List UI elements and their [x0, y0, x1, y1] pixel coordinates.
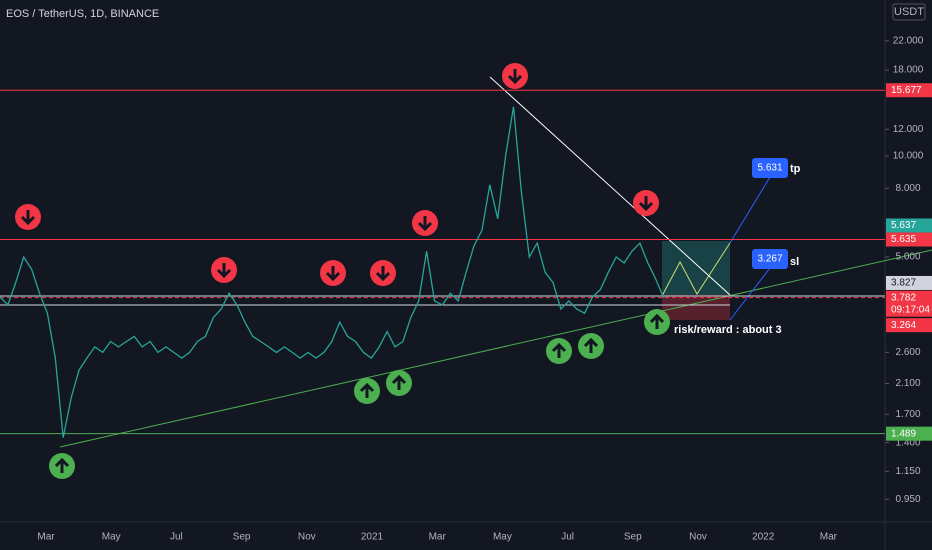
tp-box [752, 158, 788, 178]
y-tick-label: 2.100 [895, 378, 920, 389]
tp-price: 5.631 [757, 163, 782, 174]
price-tag-label: 1.489 [891, 428, 916, 439]
buy-arrow [551, 342, 567, 358]
buy-arrow [649, 313, 665, 329]
tp-label: tp [790, 163, 801, 175]
y-tick-label: 12.000 [893, 124, 924, 135]
x-tick-label: Nov [298, 532, 316, 543]
price-line [0, 106, 665, 438]
loss-zone [662, 295, 730, 320]
buy-arrow [54, 457, 70, 473]
y-tick-label: 1.400 [895, 437, 920, 448]
sell-arrow [325, 266, 341, 282]
sl-price: 3.267 [757, 254, 782, 265]
price-tag [886, 232, 932, 247]
sl-box [752, 249, 788, 269]
y-tick-label: 22.000 [893, 35, 924, 46]
y-tick-label: 2.600 [895, 347, 920, 358]
sell-arrow [507, 69, 523, 85]
price-tag-label: 15.677 [891, 85, 922, 96]
x-tick-label: Nov [689, 532, 707, 543]
price-tag [886, 275, 932, 290]
x-tick-label: 2021 [361, 532, 384, 543]
sl-label: sl [790, 256, 799, 268]
y-tick-label: 1.700 [895, 409, 920, 420]
x-tick-label: Jul [561, 532, 574, 543]
x-tick-label: 2022 [752, 532, 775, 543]
y-tick-label: 5.000 [895, 252, 920, 263]
annotations: 5.631 tp 3.267 sl risk/reward : about 3 [674, 158, 801, 336]
sl-arrow [729, 267, 771, 321]
buy-arrow [583, 337, 599, 353]
y-tick-label: 1.150 [895, 466, 920, 477]
price-tag [886, 83, 932, 98]
price-tag [886, 218, 932, 233]
sell-arrow [216, 263, 232, 279]
x-tick-label: Sep [233, 532, 251, 543]
trend-line [59, 249, 932, 448]
price-tag-label: 3.782 [891, 292, 916, 303]
symbol-title: EOS / TetherUS, 1D, BINANCE [6, 8, 159, 20]
trend-line [489, 76, 731, 296]
y-tick-label: 18.000 [893, 65, 924, 76]
price-tag-label: 3.264 [891, 320, 916, 331]
sell-arrow [417, 216, 433, 232]
price-tag-label: 5.635 [891, 234, 916, 245]
risk-reward: risk/reward : about 3 [674, 324, 782, 336]
y-tick-label: 8.000 [895, 183, 920, 194]
sell-arrow [638, 196, 654, 212]
x-tick-label: Jul [170, 532, 183, 543]
price-tag-label: 5.637 [891, 220, 916, 231]
price-tag-label: 3.827 [891, 278, 916, 289]
x-tick-label: Mar [429, 532, 447, 543]
currency-box [892, 3, 926, 21]
currency: USDT [894, 6, 924, 18]
countdown: 09:17:04 [891, 304, 930, 315]
y-tick-label: 10.000 [893, 150, 924, 161]
sell-arrow [375, 266, 391, 282]
price-tag [886, 290, 932, 317]
x-tick-label: May [102, 532, 121, 543]
tp-arrow [729, 176, 771, 244]
buy-arrow [359, 382, 375, 398]
sell-arrow [20, 210, 36, 226]
profit-zone [662, 241, 730, 295]
x-tick-label: May [493, 532, 512, 543]
projection-path [661, 242, 731, 297]
y-tick-label: 0.950 [895, 494, 920, 505]
x-tick-label: Sep [624, 532, 642, 543]
buy-arrow [391, 374, 407, 390]
x-tick-label: Mar [820, 532, 838, 543]
price-tag [886, 426, 932, 441]
x-tick-label: Mar [37, 532, 55, 543]
price-tag [886, 318, 932, 333]
